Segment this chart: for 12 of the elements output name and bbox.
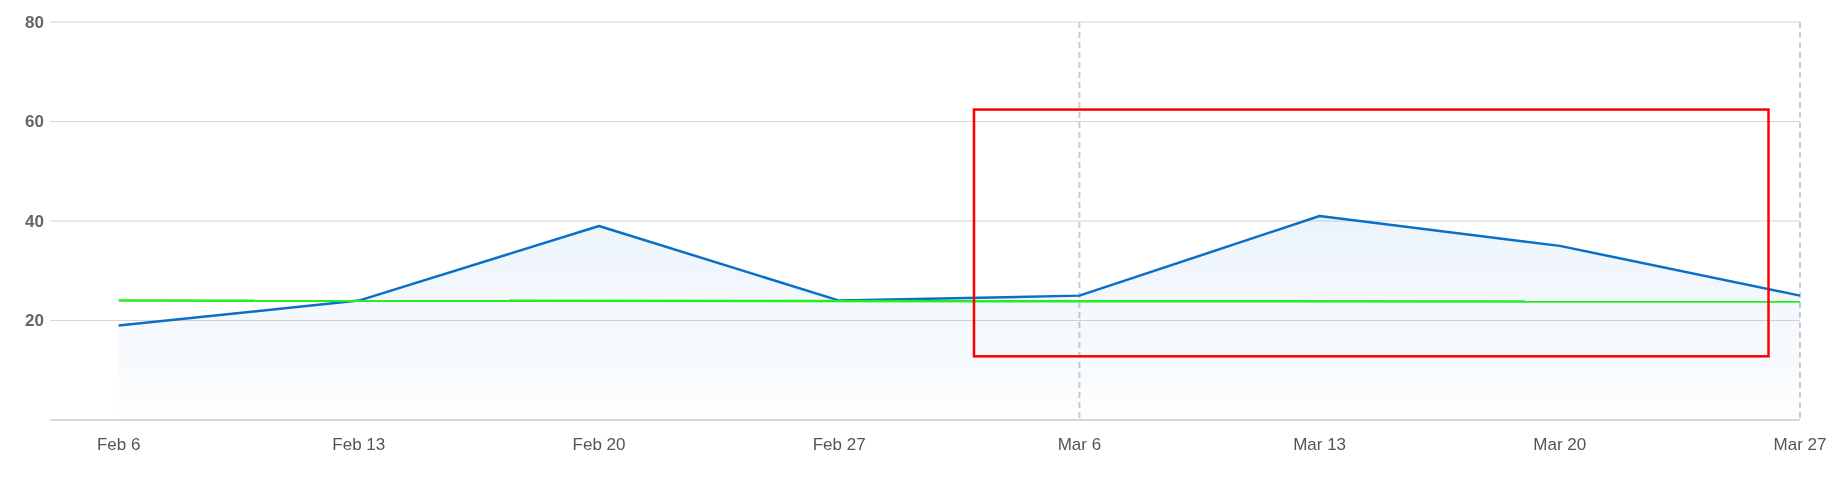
x-tick-label: Feb 6	[96, 435, 141, 454]
x-tick-label: Feb 13	[332, 435, 386, 454]
y-tick-label: 60	[25, 112, 44, 132]
x-tick-label: Mar 20	[1533, 435, 1587, 454]
x-tick-label: Mar 6	[1057, 435, 1102, 454]
y-tick-label: 80	[25, 12, 44, 32]
x-tick-label: Mar 13	[1293, 435, 1347, 454]
y-tick-label: 40	[25, 211, 44, 231]
y-tick-label: 20	[25, 311, 44, 331]
x-tick-label: Feb 20	[572, 435, 626, 454]
x-tick-label: Mar 27	[1773, 435, 1827, 454]
x-tick-label: Feb 27	[812, 435, 866, 454]
